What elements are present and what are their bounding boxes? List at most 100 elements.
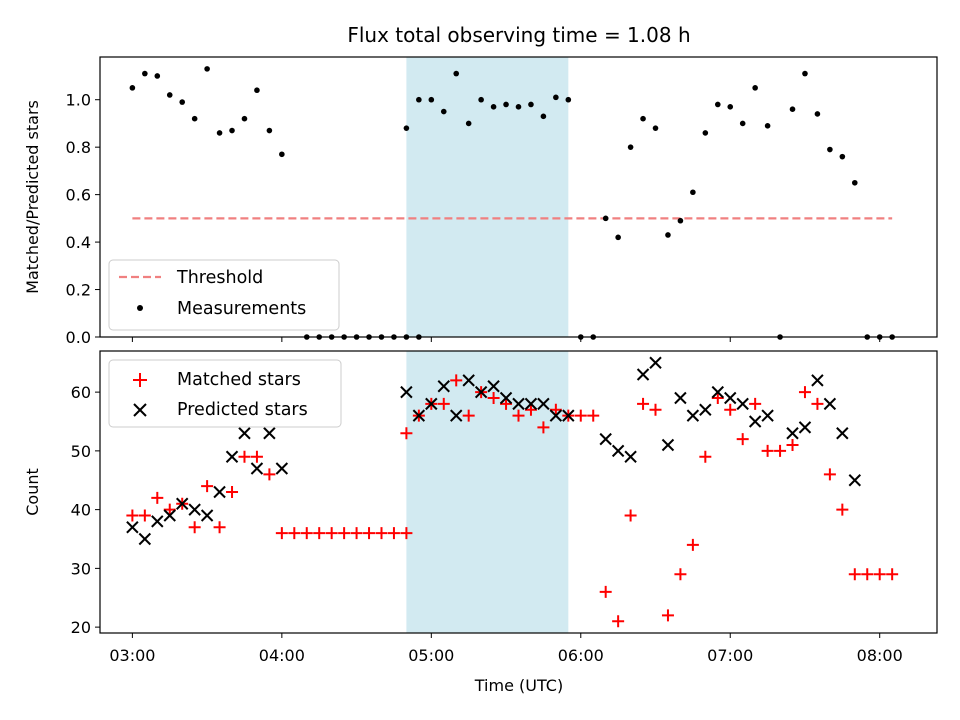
measurement-point <box>229 127 235 134</box>
count-panel-frame <box>99 350 938 634</box>
measurement-point <box>764 123 771 129</box>
predicted-point <box>163 509 176 522</box>
matched-point <box>500 397 513 410</box>
matched-point <box>537 421 550 434</box>
y-tick-label: 0.4 <box>66 233 91 252</box>
matched-point <box>201 480 214 493</box>
measurement-point <box>428 96 435 103</box>
measurement-point <box>465 120 472 127</box>
predicted-point <box>425 397 438 411</box>
measurement-point <box>154 73 161 79</box>
measurement-point <box>528 101 534 108</box>
predicted-point <box>811 374 824 387</box>
predicted-point <box>761 409 774 422</box>
measurement-point <box>266 127 273 134</box>
predicted-point <box>512 397 525 411</box>
predicted-point <box>151 515 164 528</box>
predicted-point <box>412 409 426 422</box>
legend-predicted-swatch <box>133 403 147 417</box>
matched-point <box>761 444 774 457</box>
measurement-point <box>503 101 509 108</box>
predicted-point <box>736 397 749 411</box>
predicted-point <box>188 503 201 516</box>
x-tick-label: 05:00 <box>408 646 454 665</box>
matched-point <box>250 450 263 463</box>
predicted-point <box>562 409 575 422</box>
matched-point <box>836 503 849 516</box>
ratio-x-ticks <box>131 337 881 342</box>
matched-point <box>686 538 699 551</box>
predicted-point <box>250 462 264 475</box>
predicted-point <box>636 368 650 381</box>
measurement-point <box>652 125 659 131</box>
matched-point <box>587 409 600 422</box>
predicted-point <box>599 432 612 446</box>
matched-point <box>699 450 712 463</box>
predicted-point <box>126 521 139 534</box>
predicted-point <box>786 427 799 440</box>
matched-point <box>661 609 674 622</box>
matched-point <box>487 392 500 404</box>
matched-point <box>512 409 525 422</box>
predicted-point <box>400 385 413 399</box>
matched-point <box>524 403 537 416</box>
legend-predicted-label: Predicted stars <box>177 400 308 420</box>
x-tick-label: 06:00 <box>558 646 604 665</box>
measurement-point <box>602 215 609 222</box>
x-tick-label: 03:00 <box>109 646 155 665</box>
predicted-point <box>238 427 251 440</box>
measurement-point <box>640 115 646 122</box>
predicted-points <box>126 356 862 546</box>
predicted-point <box>724 391 737 405</box>
matched-point <box>226 486 239 498</box>
x-tick-label: 07:00 <box>707 646 753 665</box>
measurement-point <box>690 189 696 196</box>
measurement-point <box>802 70 808 77</box>
y-tick-label: 1.0 <box>66 91 91 110</box>
measurement-point <box>540 113 547 120</box>
predicted-point <box>474 385 488 399</box>
observing-window-shade-bottom <box>406 351 569 633</box>
matched-point <box>724 403 737 416</box>
matched-point <box>188 521 201 534</box>
legend-matched-label: Matched stars <box>177 370 301 390</box>
measurement-point <box>851 179 858 186</box>
predicted-point <box>462 374 475 387</box>
predicted-point <box>487 380 500 393</box>
measurement-point <box>241 115 248 122</box>
measurement-point <box>254 87 260 94</box>
predicted-point <box>549 409 563 422</box>
matched-point <box>462 409 475 422</box>
matched-point <box>749 397 762 410</box>
measurement-point <box>515 104 522 110</box>
measurement-point <box>739 120 746 127</box>
measurement-point <box>827 146 833 153</box>
matched-point <box>549 403 562 416</box>
y-tick-label: 0.2 <box>66 281 91 300</box>
predicted-point <box>686 409 700 422</box>
y-tick-label: 0.8 <box>66 138 91 157</box>
y-tick-label: 30 <box>71 559 91 578</box>
predicted-point <box>200 509 214 522</box>
measurement-point <box>453 70 460 77</box>
predicted-point <box>524 397 538 411</box>
ratio-panel-frame <box>99 56 938 338</box>
predicted-point <box>499 391 513 405</box>
matched-point <box>313 527 326 540</box>
matched-point <box>574 409 587 422</box>
predicted-point <box>263 427 276 440</box>
matched-point <box>873 568 886 581</box>
legend-matched-swatch <box>133 373 147 387</box>
y-tick-label: 0.6 <box>66 186 91 205</box>
count-x-ticks: 03:00 04:00 05:00 06:00 07:00 08:00 <box>109 633 903 665</box>
matched-point <box>213 521 226 534</box>
matched-point <box>400 427 413 440</box>
count-y-axis-label: Count <box>23 468 42 516</box>
measurement-point <box>179 99 186 105</box>
y-tick-label: 0.0 <box>66 328 91 347</box>
matched-point <box>138 509 151 522</box>
predicted-point <box>836 427 849 440</box>
measurement-point <box>839 153 846 160</box>
matched-point <box>300 527 313 540</box>
